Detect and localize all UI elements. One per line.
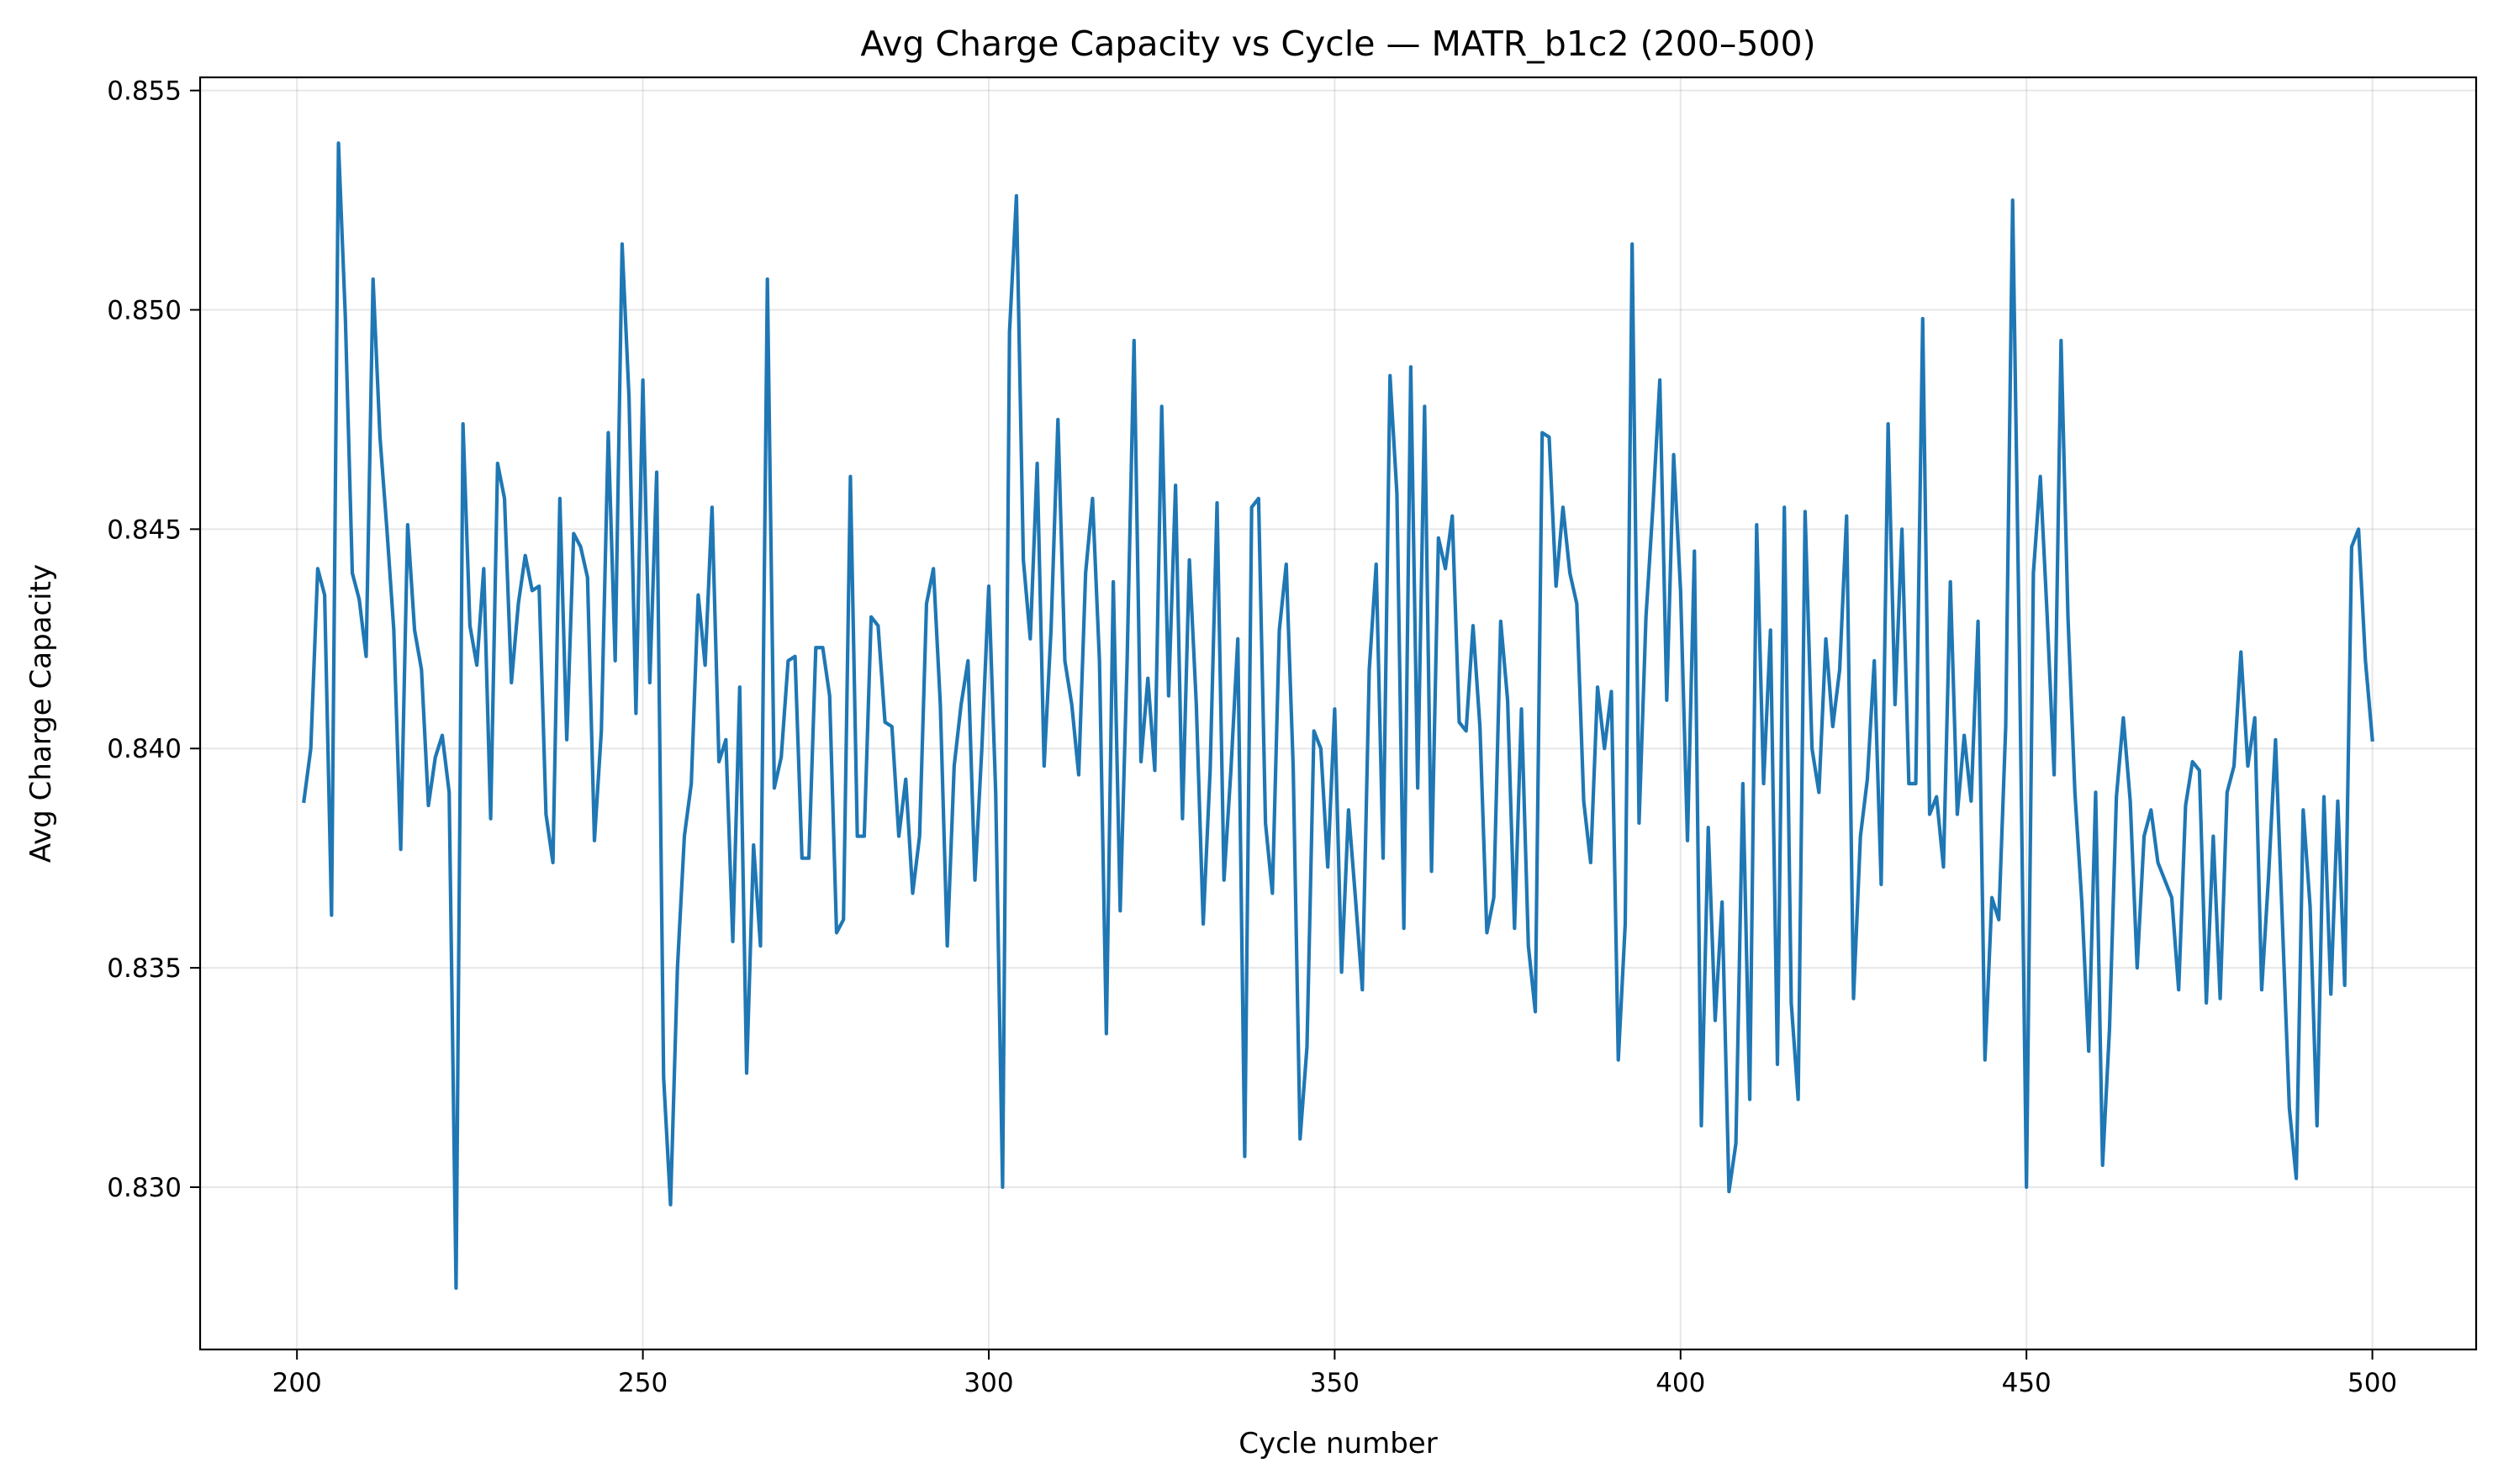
plot-frame <box>198 76 2478 1351</box>
y-tick-label: 0.840 <box>107 734 182 764</box>
grid-lines <box>200 77 2476 1349</box>
x-tick-label: 200 <box>272 1368 322 1398</box>
axis-ticks: 200 250 300 350 400 450 500 0.830 0.835 0.840 0.84… <box>107 77 2397 1398</box>
x-tick-label: 450 <box>2002 1368 2052 1398</box>
y-tick-label: 0.835 <box>107 953 182 984</box>
y-tick-label: 0.850 <box>107 296 182 326</box>
x-tick-label: 250 <box>618 1368 668 1398</box>
series-line <box>302 141 2374 1291</box>
chart-title: Avg Charge Capacity vs Cycle — MATR_b1c2… <box>860 24 1815 64</box>
x-tick-label: 400 <box>1656 1368 1705 1398</box>
y-tick-label: 0.830 <box>107 1173 182 1203</box>
series-layer <box>302 141 2374 1291</box>
y-tick-label: 0.845 <box>107 515 182 545</box>
x-tick-label: 300 <box>964 1368 1013 1398</box>
x-tick-label: 350 <box>1310 1368 1360 1398</box>
x-axis-title: Cycle number <box>1238 1427 1437 1460</box>
y-tick-label: 0.855 <box>107 77 182 107</box>
x-tick-label: 500 <box>2347 1368 2397 1398</box>
y-axis-title: Avg Charge Capacity <box>24 564 58 863</box>
